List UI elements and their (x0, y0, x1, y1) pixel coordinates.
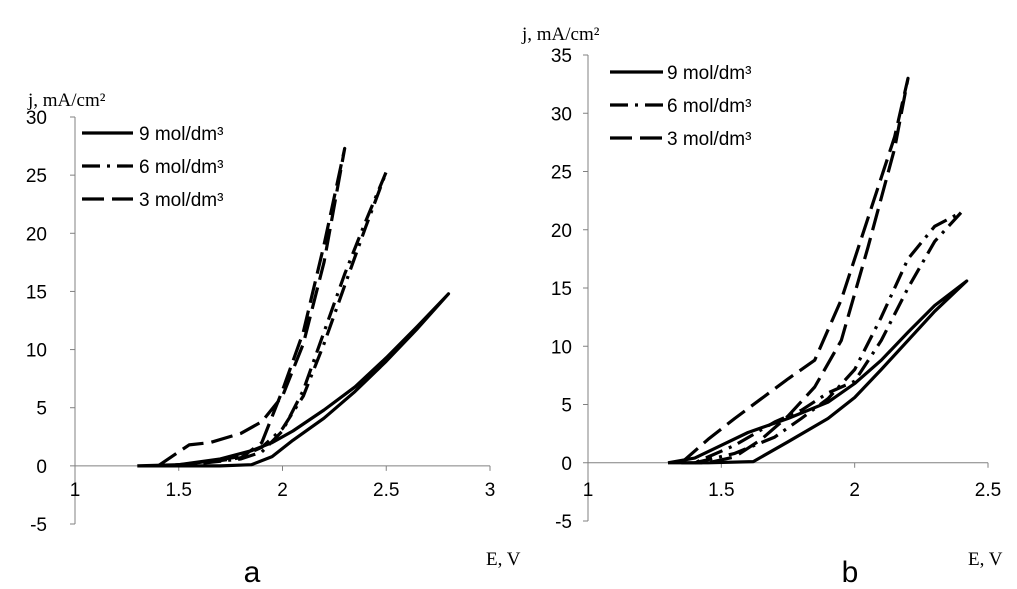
series-line-1 (667, 279, 969, 465)
x-tick-label: 1 (70, 480, 81, 501)
series-line-2 (168, 170, 388, 468)
x-tick-label: 2 (277, 480, 288, 501)
y-tick-label: 30 (26, 108, 47, 129)
x-axis-title-b: E, V (968, 549, 1003, 570)
legend-label: 9 mol/dm³ (139, 124, 223, 145)
series-line-3 (680, 76, 910, 465)
legend-label: 3 mol/dm³ (667, 129, 751, 150)
y-tick-label: 10 (26, 341, 47, 362)
x-axis-title-a: E, V (486, 549, 521, 570)
y-tick-label: 35 (551, 46, 572, 67)
panel-label-a: a (244, 556, 261, 589)
y-tick-label: -5 (30, 515, 47, 536)
legend-label: 9 mol/dm³ (667, 63, 751, 84)
x-tick-label: 2.5 (975, 480, 1001, 501)
y-tick-label: 30 (551, 104, 572, 125)
series-line-3 (157, 146, 347, 468)
y-tick-label: 15 (26, 282, 47, 303)
panel-label-b: b (842, 556, 859, 589)
legend-label: 6 mol/dm³ (139, 157, 223, 178)
x-tick-label: 1.5 (166, 480, 192, 501)
x-tick-label: 1 (583, 480, 594, 501)
y-tick-label: 20 (26, 224, 47, 245)
y-axis-title-a: j, mA/cm² (27, 90, 106, 111)
y-tick-label: 15 (551, 279, 572, 300)
x-tick-label: 1.5 (708, 480, 734, 501)
chart-panel-a: j, mA/cm² E, V a -5 0 5 10 15 20 25 30 1 1.5 2 2.5 3… (26, 90, 521, 589)
legend-label: 3 mol/dm³ (139, 190, 223, 211)
y-tick-label: 5 (36, 399, 47, 420)
y-tick-label: 25 (551, 163, 572, 184)
y-tick-label: 0 (36, 457, 47, 478)
series-line-2 (694, 210, 963, 465)
x-tick-label: 2.5 (373, 480, 399, 501)
legend-label: 6 mol/dm³ (667, 96, 751, 117)
y-tick-label: 0 (561, 454, 572, 475)
chart-panel-b: j, mA/cm² E, V b -5 0 5 10 15 20 25 30 35 1 1.5 2 2.… (521, 24, 1003, 589)
x-tick-label: 2 (849, 480, 860, 501)
y-tick-label: 25 (26, 166, 47, 187)
y-axis-title-b: j, mA/cm² (521, 24, 600, 45)
x-tick-label: 3 (485, 480, 496, 501)
y-tick-label: 5 (561, 396, 572, 417)
y-tick-label: -5 (555, 512, 572, 533)
series-line-1 (137, 292, 451, 468)
y-tick-label: 10 (551, 337, 572, 358)
y-tick-label: 20 (551, 221, 572, 242)
